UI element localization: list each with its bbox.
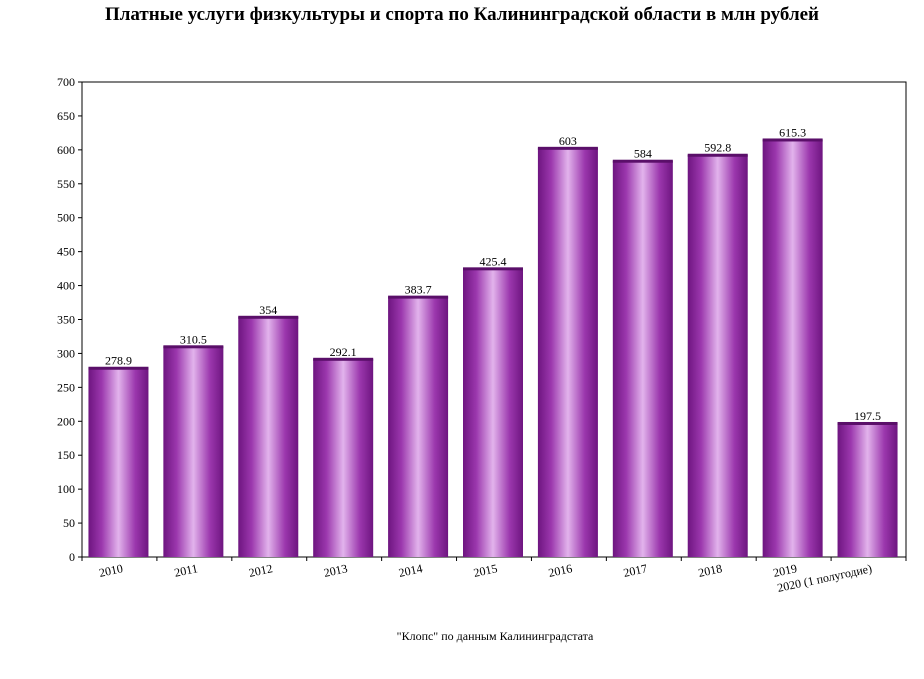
y-tick-label: 100 xyxy=(57,482,75,496)
bar-2015 xyxy=(463,268,523,557)
bar-cap xyxy=(463,267,523,271)
bar-value-label: 310.5 xyxy=(180,332,207,346)
y-tick-label: 200 xyxy=(57,414,75,428)
bar-2016 xyxy=(537,147,598,558)
x-category-label: 2016 xyxy=(547,561,573,580)
bar-2013 xyxy=(313,358,374,557)
bar-cap xyxy=(837,421,898,425)
y-tick-label: 250 xyxy=(57,380,75,394)
x-category-label: 2011 xyxy=(173,561,199,580)
bar-cap xyxy=(388,295,449,299)
y-tick-label: 150 xyxy=(57,448,75,462)
bar-2011 xyxy=(163,346,224,557)
x-category-label: 2015 xyxy=(472,561,498,580)
y-tick-label: 450 xyxy=(57,245,75,259)
bar-value-label: 592.8 xyxy=(704,141,731,155)
y-tick-label: 50 xyxy=(63,516,75,530)
y-tick-label: 300 xyxy=(57,346,75,360)
bar-2012 xyxy=(238,316,299,557)
bar-2019 xyxy=(762,139,823,557)
bar-value-label: 603 xyxy=(559,134,577,148)
bar-2010 xyxy=(88,367,149,557)
y-axis: 0 50 100 150 200 250 300 350 400 450 500 550 600 650 7… xyxy=(57,75,82,564)
y-tick-label: 400 xyxy=(57,279,75,293)
x-category-label: 2019 xyxy=(772,561,798,580)
bar-2018 xyxy=(687,154,748,557)
x-category-label: 2018 xyxy=(697,561,723,580)
source-note: "Клопс" по данным Калининградстата xyxy=(396,629,594,643)
bar-value-label: 425.4 xyxy=(480,254,507,268)
bar-value-label: 584 xyxy=(634,147,652,161)
bar-value-label: 615.3 xyxy=(779,125,806,139)
y-tick-label: 600 xyxy=(57,143,75,157)
bar-value-label: 278.9 xyxy=(105,354,132,368)
x-category-label: 2013 xyxy=(322,561,348,580)
bar-cap xyxy=(762,138,823,142)
bar-2017 xyxy=(612,160,673,557)
bar-value-label: 354 xyxy=(259,303,277,317)
y-tick-label: 0 xyxy=(69,550,75,564)
y-tick-label: 500 xyxy=(57,211,75,225)
x-category-label: 2012 xyxy=(248,561,274,580)
bar-value-label: 383.7 xyxy=(405,283,432,297)
bar-2014 xyxy=(388,296,449,557)
bar-cap xyxy=(238,315,299,319)
y-tick-label: 550 xyxy=(57,177,75,191)
bar-cap xyxy=(612,159,673,163)
bar-cap xyxy=(687,153,748,157)
bar-cap xyxy=(88,366,149,370)
bar-value-label: 197.5 xyxy=(854,409,881,423)
x-axis: 2010 2011 2012 2013 2014 2015 2016 2017 2018 2019… xyxy=(81,557,907,595)
chart-title: Платные услуги физкультуры и спорта по К… xyxy=(104,4,819,25)
bars-group: 278.9 310.5 354 292.1 383.7 425.4 603 584 592.8 6… xyxy=(88,125,898,558)
y-tick-label: 650 xyxy=(57,109,75,123)
y-tick-label: 700 xyxy=(57,75,75,89)
bar-cap xyxy=(537,146,598,150)
x-category-label: 2010 xyxy=(98,561,124,580)
bar-cap xyxy=(313,357,374,361)
bar-value-label: 292.1 xyxy=(330,345,357,359)
bar-cap xyxy=(163,345,224,349)
y-tick-label: 350 xyxy=(57,313,75,327)
bar-2020 xyxy=(837,422,898,557)
x-category-label: 2014 xyxy=(397,561,423,580)
x-category-label: 2017 xyxy=(622,561,648,580)
